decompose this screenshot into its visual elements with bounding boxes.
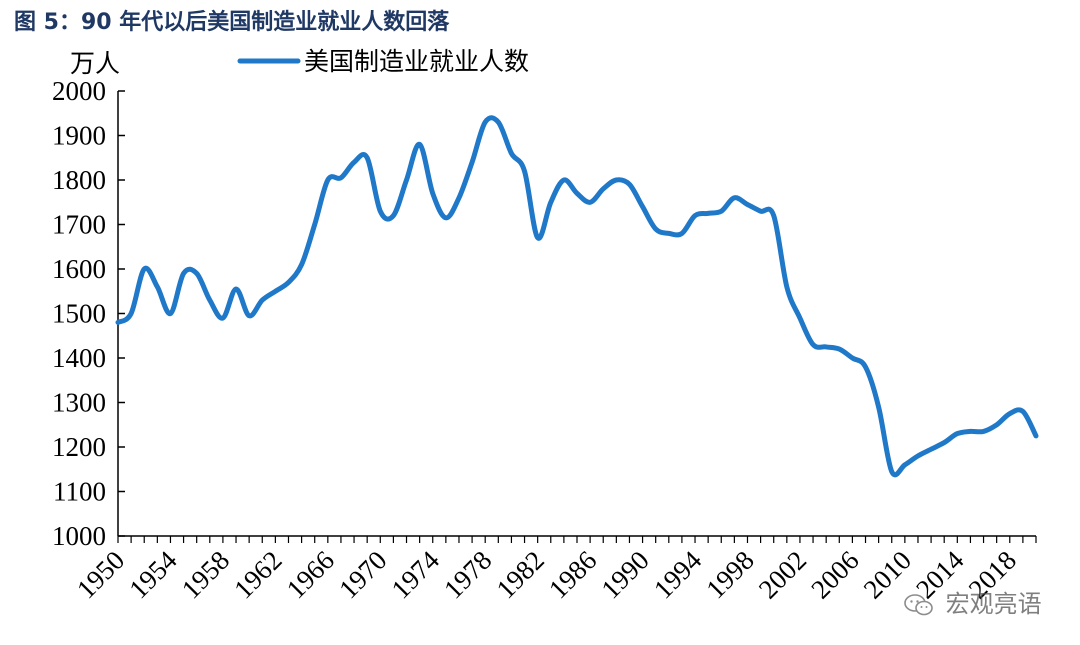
y-tick-label: 1900 [52, 121, 106, 151]
wechat-icon [904, 593, 934, 617]
y-tick-label: 1100 [53, 477, 106, 507]
x-tick-label: 2002 [753, 545, 812, 604]
y-tick-label: 1800 [52, 165, 106, 195]
x-tick-label: 1966 [281, 545, 340, 604]
x-tick-label: 1970 [333, 545, 392, 604]
x-tick-label: 1982 [491, 545, 550, 604]
y-tick-label: 1300 [52, 388, 106, 418]
y-tick-label: 1000 [52, 521, 106, 551]
x-tick-label: 1958 [176, 545, 235, 604]
series-layer [115, 115, 1039, 478]
legend: 美国制造业就业人数 [237, 47, 529, 76]
legend-label: 美国制造业就业人数 [304, 47, 529, 76]
x-tick-label: 1974 [386, 545, 446, 605]
figure-caption: 图 5：90 年代以后美国制造业就业人数回落 [14, 10, 450, 35]
x-tick-label: 1994 [648, 545, 708, 605]
x-tick-label: 1950 [71, 545, 130, 604]
y-tick-label: 1400 [52, 343, 106, 373]
series-line [115, 115, 1039, 478]
y-tick-label: 1600 [52, 254, 106, 284]
x-tick-label: 1986 [543, 545, 602, 604]
x-tick-label: 1954 [123, 545, 183, 605]
x-tick-label: 1962 [228, 545, 287, 604]
x-axis: 1950195419581962196619701974197819821986… [71, 535, 1037, 605]
y-tick-label: 1500 [52, 299, 106, 329]
x-tick-label: 1978 [438, 545, 497, 604]
y-tick-label: 1200 [52, 432, 106, 462]
x-tick-label: 1990 [595, 545, 654, 604]
watermark: 宏观亮语 [904, 584, 1042, 619]
y-axis: 1000 1100 1200 1300 1400 1500 1600 1700 1800 1900… [52, 76, 125, 551]
y-tick-label: 2000 [52, 76, 106, 106]
y-tick-label: 1700 [52, 210, 106, 240]
x-tick-label: 2006 [805, 545, 864, 604]
y-axis-unit-label: 万人 [70, 49, 120, 78]
x-tick-label: 1998 [700, 545, 759, 604]
watermark-text: 宏观亮语 [945, 590, 1042, 618]
